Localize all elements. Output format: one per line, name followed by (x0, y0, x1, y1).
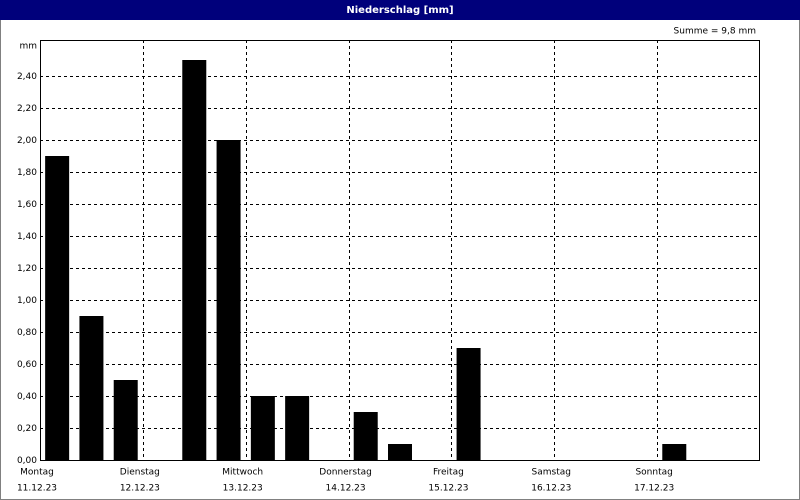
bar (250, 396, 275, 460)
y-tick-label: 0,00 (17, 456, 37, 466)
y-tick-label: 1,20 (17, 264, 37, 274)
x-date-label: 13.12.23 (223, 484, 263, 494)
bar (662, 444, 687, 460)
bar (45, 156, 70, 460)
x-day-label: Montag (20, 468, 54, 478)
x-day-label: Mittwoch (222, 468, 263, 478)
x-date-label: 15.12.23 (428, 484, 468, 494)
bar (113, 380, 138, 460)
y-tick-label: 1,60 (17, 200, 37, 210)
bar (353, 412, 378, 460)
y-tick-label: 1,00 (17, 296, 37, 306)
bar (285, 396, 310, 460)
plot-frame (40, 40, 760, 461)
y-tick-label: 0,40 (17, 392, 37, 402)
y-unit: mm (19, 42, 37, 52)
x-day-label: Sonntag (635, 468, 672, 478)
x-date-label: 14.12.23 (326, 484, 366, 494)
y-tick-label: 2,40 (17, 72, 37, 82)
title-bar (0, 0, 800, 20)
bar (456, 348, 481, 460)
bar (79, 316, 104, 460)
y-tick-label: 0,60 (17, 360, 37, 370)
x-day-label: Donnerstag (319, 468, 372, 478)
y-tick-label: 2,20 (17, 104, 37, 114)
bar (182, 60, 207, 460)
x-date-label: 11.12.23 (17, 484, 57, 494)
x-date-label: 12.12.23 (120, 484, 160, 494)
y-tick-label: 0,20 (17, 424, 37, 434)
sum-annotation: Summe = 9,8 mm (674, 27, 756, 37)
x-day-label: Freitag (433, 468, 464, 478)
x-date-label: 16.12.23 (531, 484, 571, 494)
x-day-label: Dienstag (120, 468, 160, 478)
x-day-label: Samstag (532, 468, 571, 478)
bar (388, 444, 412, 460)
y-tick-label: 1,40 (17, 232, 37, 242)
chart-title: Niederschlag [mm] (346, 5, 453, 16)
bar (216, 140, 241, 460)
y-tick-label: 0,80 (17, 328, 37, 338)
y-tick-label: 1,80 (17, 168, 37, 178)
x-date-label: 17.12.23 (634, 484, 674, 494)
y-tick-label: 2,00 (17, 136, 37, 146)
